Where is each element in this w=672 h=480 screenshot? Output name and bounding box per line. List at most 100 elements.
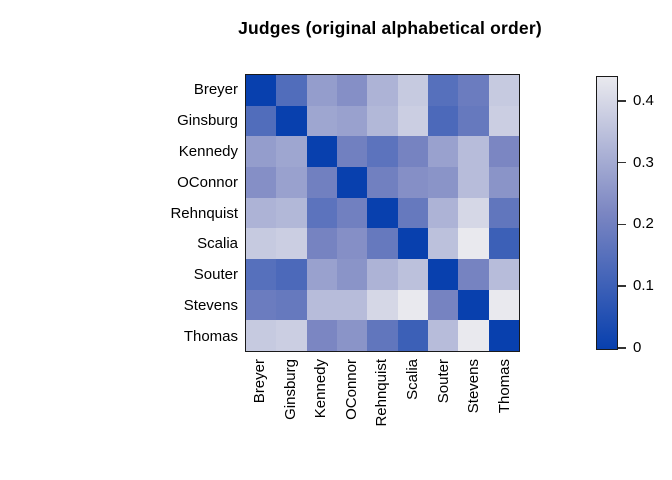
heatmap-cell-OConnor-Scalia: [397, 166, 428, 198]
heatmap-cell-Breyer-Souter: [428, 75, 459, 106]
y-axis-label-Breyer: Breyer: [193, 80, 238, 98]
heatmap-cell-Breyer-Breyer: [246, 75, 277, 106]
heatmap-cell-Souter-Scalia: [397, 258, 428, 290]
y-axis-label-Kennedy: Kennedy: [178, 142, 238, 160]
color-scale-tick-label-0.4: 0.4: [633, 91, 654, 109]
heatmap-cell-Scalia-Breyer: [246, 228, 277, 259]
heatmap-cell-Scalia-Scalia: [397, 228, 428, 259]
heatmap-cell-Stevens-Ginsburg: [276, 289, 307, 321]
x-axis-labels: Breyer Ginsburg Kennedy OConnor Rehnquist Sca…: [245, 359, 520, 449]
heatmap-cell-Stevens-Breyer: [246, 289, 277, 321]
y-axis-label-Ginsburg: Ginsburg: [177, 111, 238, 129]
heatmap-cell-Rehnquist-Souter: [428, 197, 459, 229]
heatmap-cell-OConnor-Breyer: [246, 166, 277, 198]
heatmap-cell-OConnor-Thomas: [488, 166, 519, 198]
heatmap-cell-Stevens-Souter: [428, 289, 459, 321]
y-axis-label-Souter: Souter: [193, 266, 238, 284]
heatmap-cell-Scalia-Rehnquist: [367, 228, 398, 259]
heatmap-cell-Souter-Breyer: [246, 258, 277, 290]
x-axis-label-text: OConnor: [342, 359, 360, 420]
heatmap-cell-Thomas-Rehnquist: [367, 320, 398, 351]
heatmap-cell-Kennedy-Breyer: [246, 136, 277, 167]
heatmap-cell-OConnor-Stevens: [458, 166, 489, 198]
x-axis-label-text: Stevens: [465, 359, 483, 414]
heatmap-cell-Souter-Thomas: [488, 258, 519, 290]
heatmap-cell-Thomas-Ginsburg: [276, 320, 307, 351]
heatmap-cell-Ginsburg-Breyer: [246, 105, 277, 137]
heatmap-cell-Thomas-Breyer: [246, 320, 277, 351]
heatmap-cell-Breyer-Scalia: [397, 75, 428, 106]
heatmap-cell-Ginsburg-Scalia: [397, 105, 428, 137]
heatmap-cell-Rehnquist-Kennedy: [306, 197, 337, 229]
heatmap-cell-OConnor-Ginsburg: [276, 166, 307, 198]
heatmap-cell-OConnor-Kennedy: [306, 166, 337, 198]
heatmap-cell-Kennedy-Thomas: [488, 136, 519, 167]
heatmap-cell-Breyer-Stevens: [458, 75, 489, 106]
color-scale-tick-0.1: [618, 285, 626, 287]
x-axis-label-Breyer: Breyer: [245, 359, 276, 449]
x-axis-label-Scalia: Scalia: [398, 359, 429, 449]
heatmap-cell-Kennedy-Souter: [428, 136, 459, 167]
heatmap-cell-Thomas-Stevens: [458, 320, 489, 351]
x-axis-label-text: Souter: [434, 359, 452, 404]
heatmap-cell-Rehnquist-Thomas: [488, 197, 519, 229]
x-axis-label-text: Thomas: [495, 359, 513, 414]
color-scale-tick-label-0.1: 0.1: [633, 277, 654, 295]
x-axis-label-text: Breyer: [251, 359, 269, 404]
heatmap-cell-Kennedy-Ginsburg: [276, 136, 307, 167]
x-axis-label-Rehnquist: Rehnquist: [367, 359, 398, 449]
heatmap-cell-Thomas-Thomas: [488, 320, 519, 351]
heatmap-cell-Stevens-Stevens: [458, 289, 489, 321]
x-axis-label-Ginsburg: Ginsburg: [276, 359, 307, 449]
heatmap-cell-Breyer-Kennedy: [306, 75, 337, 106]
x-axis-label-Stevens: Stevens: [459, 359, 490, 449]
color-scale-tick-label-0.3: 0.3: [633, 153, 654, 171]
heatmap-cell-Scalia-Stevens: [458, 228, 489, 259]
heatmap-cell-Thomas-Kennedy: [306, 320, 337, 351]
heatmap-cell-Kennedy-OConnor: [337, 136, 368, 167]
color-scale-tick-0.3: [618, 161, 626, 164]
x-axis-label-text: Ginsburg: [281, 359, 299, 420]
heatmap-cell-Breyer-Rehnquist: [367, 75, 398, 106]
heatmap-cell-Scalia-Kennedy: [306, 228, 337, 259]
heatmap-cell-Stevens-Kennedy: [306, 289, 337, 321]
heatmap-cell-Thomas-OConnor: [337, 320, 368, 351]
heatmap-cell-Souter-Rehnquist: [367, 258, 398, 290]
y-axis-label-Rehnquist: Rehnquist: [170, 204, 238, 222]
heatmap-cell-Ginsburg-Stevens: [458, 105, 489, 137]
heatmap-cell-Kennedy-Rehnquist: [367, 136, 398, 167]
heatmap-cell-Scalia-Thomas: [488, 228, 519, 259]
x-axis-label-Kennedy: Kennedy: [306, 359, 337, 449]
heatmap-cell-Stevens-Thomas: [488, 289, 519, 321]
heatmap-cell-Rehnquist-Breyer: [246, 197, 277, 229]
heatmap-cell-OConnor-OConnor: [337, 166, 368, 198]
heatmap-cell-Souter-Souter: [428, 258, 459, 290]
color-scale-tick-label-0: 0: [633, 339, 642, 357]
x-axis-label-text: Kennedy: [312, 359, 330, 419]
y-axis-label-Thomas: Thomas: [183, 328, 238, 346]
x-axis-label-Thomas: Thomas: [489, 359, 520, 449]
heatmap-cell-Breyer-Thomas: [488, 75, 519, 106]
heatmap-cell-Ginsburg-Ginsburg: [276, 105, 307, 137]
heatmap-cell-Kennedy-Stevens: [458, 136, 489, 167]
heatmap-cell-Thomas-Souter: [428, 320, 459, 351]
heatmap-cell-Souter-Ginsburg: [276, 258, 307, 290]
x-axis-label-text: Scalia: [404, 359, 422, 400]
heatmap-cell-Rehnquist-Stevens: [458, 197, 489, 229]
y-axis-label-Scalia: Scalia: [197, 235, 238, 253]
color-scale-tick-0.4: [618, 99, 626, 102]
heatmap-cell-OConnor-Souter: [428, 166, 459, 198]
heatmap-cell-Rehnquist-Rehnquist: [367, 197, 398, 229]
heatmap-cell-Stevens-Rehnquist: [367, 289, 398, 321]
heatmap-cell-Souter-Kennedy: [306, 258, 337, 290]
color-scale-tick-label-0.2: 0.2: [633, 215, 654, 233]
heatmap-cell-Scalia-Ginsburg: [276, 228, 307, 259]
heatmap-cell-Thomas-Scalia: [397, 320, 428, 351]
x-axis-label-text: Rehnquist: [373, 359, 391, 427]
heatmap-cell-Breyer-Ginsburg: [276, 75, 307, 106]
color-scale-tick-0.2: [618, 223, 626, 226]
heatmap-cell-Breyer-OConnor: [337, 75, 368, 106]
heatmap-cell-Souter-OConnor: [337, 258, 368, 290]
heatmap-cell-Rehnquist-Ginsburg: [276, 197, 307, 229]
